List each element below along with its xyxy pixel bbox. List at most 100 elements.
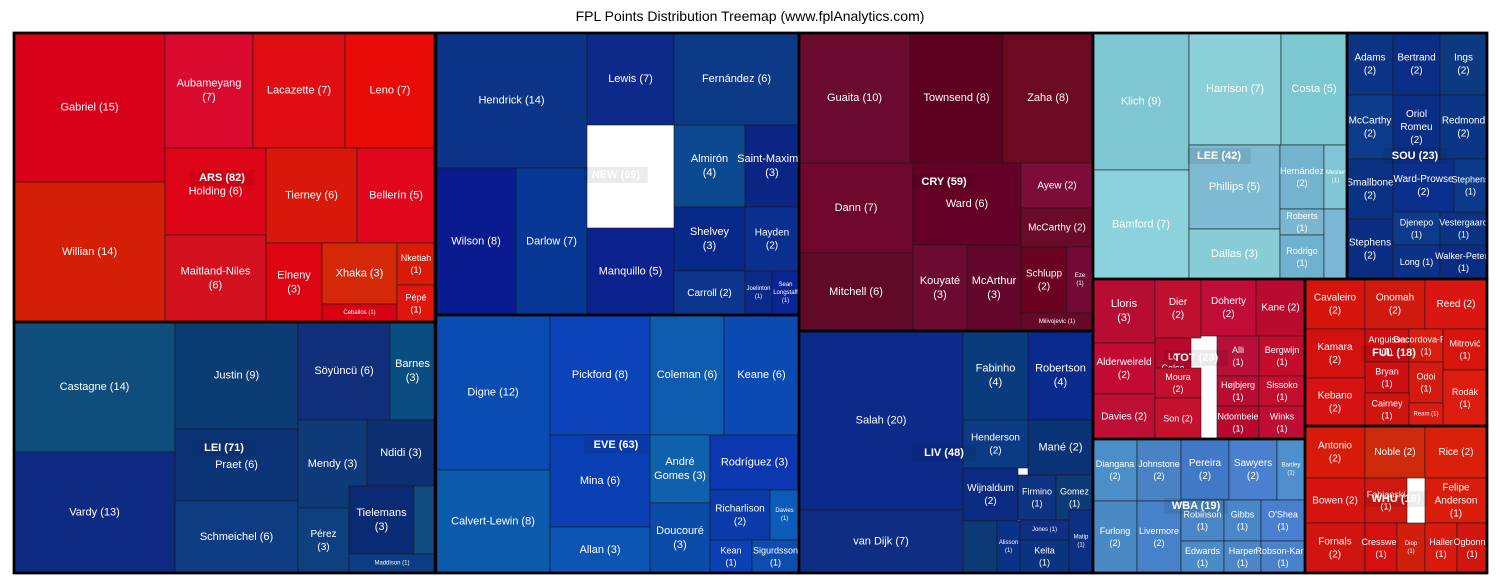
tile-whu-noble-2: Noble (2) [1364,425,1426,479]
tile-liv-mane-2: Mané (2) [1027,419,1094,476]
tile-rect [549,314,651,436]
tile-tot-sissoko-1: Sissoko (1) [1258,375,1306,407]
tile-label: Bartley (1) [1282,463,1301,477]
tile-eve-mina-6: Mina (6) [549,434,651,528]
tile-rect [13,321,176,453]
tile-label: Reed (2) [1437,299,1476,310]
tile-rect [1442,369,1488,427]
tile-tot-son-2: Son (2) [1154,397,1202,440]
tile-sou-vestergaard-1: Vestergaard (1) [1439,211,1488,246]
tile-label: Sawyers (2) [1234,458,1272,482]
tile-label: Kane (2) [1261,302,1299,313]
tile-eve-keane-6: Keane (6) [723,314,800,436]
tile-rect [1200,278,1257,337]
tile-sou-redmond-2: Redmond (2) [1439,94,1488,160]
tile-wba-diangana-2: Diangana (2) [1092,438,1138,502]
tile-new-hayden-2: Hayden (2) [744,206,800,272]
tile-rect [164,32,254,149]
tile-rect [1304,377,1366,427]
tile-rect [1304,278,1366,330]
tile-rect [1364,477,1408,524]
tile-sou-djenepo-1: Djenepo (1) [1392,211,1441,246]
tile-new-carroll-2: Carroll (2) [673,270,746,316]
tile-sou-long-1: Long (1) [1392,244,1441,280]
tile-wba-furlong-2: Furlong (2) [1092,500,1138,574]
tile-rect [649,314,725,436]
tile-ful-cavaleiro-2: Cavaleiro (2) [1304,278,1366,330]
tile-ars-maitland-niles-6: Maitland-Niles (6) [164,234,267,323]
tile-label: Holding (6) [189,186,243,198]
tile-wba-livermore-2: Livermore (2) [1136,500,1182,574]
tile-rect [912,244,968,332]
tile-liv-wijnaldum-2: Wijnaldum (2) [962,467,1019,522]
team-label-cry: CRY (59) [921,176,967,188]
tile-label: Antonio (2) [1318,440,1352,464]
team-label-eve: EVE (63) [594,439,639,451]
tile-label: Maddison (1) [374,561,409,567]
tile-rect [1364,425,1426,479]
tile-rect [1392,32,1441,96]
tile-whu-fabianski-1: Fabianski (1) [1364,477,1408,524]
tile-ful-kamara-2: Kamara (2) [1304,328,1366,379]
tile-rect [586,227,675,316]
tile-sou-bertrand-2: Bertrand (2) [1392,32,1441,96]
tile-label: Rice (2) [1438,447,1473,458]
tile-rect [1223,540,1262,574]
tile-label: Praet (6) [215,459,258,471]
tile-label: Costa (5) [1291,83,1336,95]
tile-lee-bamford-7: Bamford (7) [1092,169,1190,280]
tile-sou-ings-2: Ings (2) [1439,32,1488,96]
tile-label: Mendy (3) [308,458,358,470]
tile-label: Jones (1) [1032,527,1057,533]
tile-rect [744,124,800,208]
tile-tot-alderweireld-2: Alderweireld (2) [1092,342,1156,395]
tile-label: Adams (2) [1354,52,1385,76]
tile-wba-johnstone-2: Johnstone (2) [1136,438,1182,502]
tile-new-sean-longstaff-1: Sean Longstaff (1) [771,270,800,316]
tile-rect [435,167,517,316]
tile-label: Allan (3) [580,544,621,556]
tile-rect [515,167,588,316]
tile-label: Digne (12) [467,387,518,399]
tile-label: Phillips (5) [1209,181,1260,193]
tile-lei-schmeichel-6: Schmeichel (6) [174,500,299,574]
tile-label: Milivojevic (1) [1039,319,1075,325]
team-label-bg [1187,148,1251,164]
tile-whu-antonio-2: Antonio (2) [1304,425,1366,479]
tile-tot-h-jbjerg-1: Højbjerg (1) [1216,375,1260,407]
tile-lee-klich-9: Klich (9) [1092,32,1190,171]
tile-label: Pérez (3) [310,529,336,553]
tile-liv-firmino-1: Firmino (1) [1017,474,1057,521]
tile-new-hendrick-14: Hendrick (14) [435,32,588,169]
tile-lee-meslier-1: Meslier (1) [1323,144,1348,210]
tile-rect [13,181,166,323]
tile-rect [1092,169,1190,280]
tile-wba-gibbs-1: Gibbs (1) [1223,499,1262,542]
tile-label: Johnstone (2) [1138,459,1180,481]
tile-label: Coleman (6) [657,369,718,381]
tile-label: Dann (7) [835,202,878,214]
tile-rect [1002,32,1094,164]
tile-rect [673,206,746,272]
team-label-bg [1364,491,1428,507]
tile-rect [1092,438,1138,502]
tile-tot-bergwijn-1: Bergwijn (1) [1258,335,1306,377]
tile-label: Robinson (1) [1183,510,1221,532]
tile-rect [1408,328,1444,363]
tile-label: Kean (1) [720,546,741,568]
tile-label: Tierney (6) [285,190,338,202]
team-labels: ARS (82) LEI (71) NEW (69) EVE (63) CRY (59)… [190,148,1447,514]
tile-ars-ceballos-1: Ceballos (1) [321,303,398,323]
tile-label: Oriol Romeu (2) [1400,109,1432,146]
tile-label: Elneny (3) [277,269,311,295]
tile-rect [435,469,551,574]
tile-lei-perez-3: Pérez (3) [297,507,350,574]
tile-label: Gibbs (1) [1231,510,1255,532]
tile-rect [1304,328,1366,379]
tile-rect [435,314,551,471]
tile-label: Willian (14) [62,246,117,258]
tile-wba-edwards-1: Edwards (1) [1180,540,1225,574]
tile-rect [1392,244,1441,280]
team-label-tot: TOT (23) [1174,352,1219,364]
tile-rect [344,32,436,149]
